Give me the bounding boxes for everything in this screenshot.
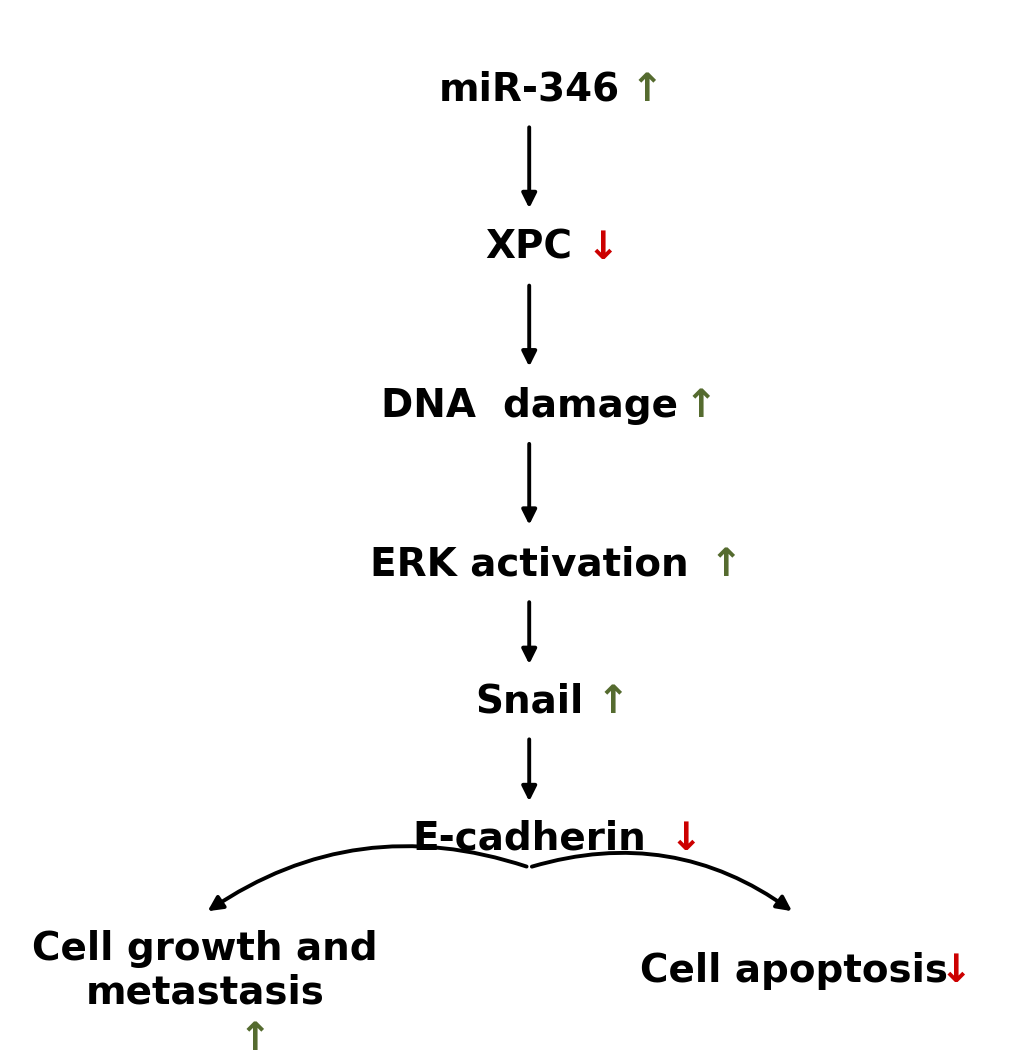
Text: DNA  damage: DNA damage [380, 388, 677, 425]
Text: ↑: ↑ [684, 388, 716, 425]
Text: ↓: ↓ [938, 952, 971, 990]
Text: ↓: ↓ [586, 229, 619, 267]
Text: ↓: ↓ [669, 820, 702, 858]
Text: ↑: ↑ [237, 1021, 270, 1059]
Text: E-cadherin: E-cadherin [412, 820, 645, 858]
Text: Snail: Snail [475, 683, 583, 721]
FancyArrowPatch shape [531, 853, 788, 909]
Text: ERK activation: ERK activation [370, 546, 688, 583]
Text: Cell growth and
metastasis: Cell growth and metastasis [33, 930, 378, 1012]
Text: ↑: ↑ [596, 683, 629, 721]
Text: ↑: ↑ [708, 546, 741, 583]
Text: miR-346: miR-346 [438, 71, 620, 108]
Text: XPC: XPC [485, 229, 572, 267]
Text: ↑: ↑ [630, 71, 662, 108]
Text: Cell apoptosis: Cell apoptosis [640, 952, 948, 990]
FancyArrowPatch shape [211, 846, 526, 909]
